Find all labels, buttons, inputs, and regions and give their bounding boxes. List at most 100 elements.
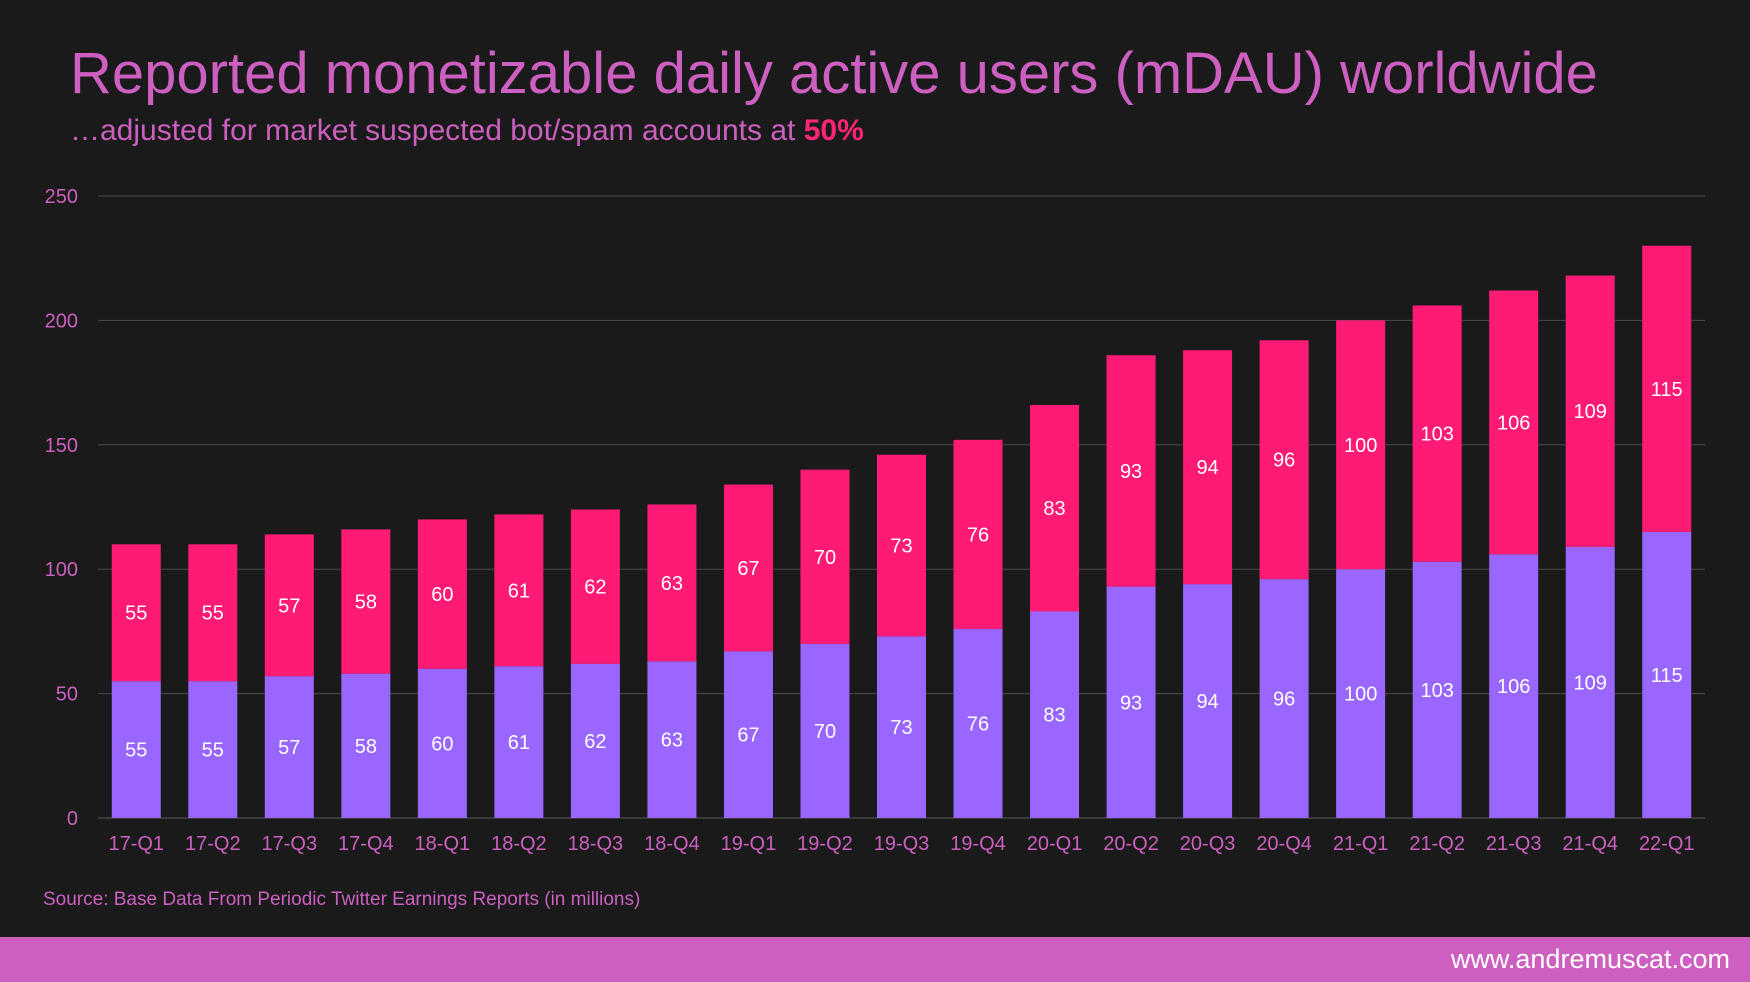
x-tick-label: 19-Q3 [874,833,930,855]
bar-segment-top [1412,305,1462,562]
data-label-top: 58 [355,592,377,614]
data-label-bottom: 70 [814,721,836,743]
x-tick-label: 20-Q3 [1180,833,1236,855]
x-tick-label: 21-Q1 [1333,833,1389,855]
x-tick-label: 21-Q4 [1562,833,1618,855]
x-tick-label: 21-Q2 [1409,833,1465,855]
subtitle-percentage: 50% [803,114,864,147]
x-tick-label: 17-Q1 [108,833,164,855]
data-label-top: 109 [1574,401,1607,423]
data-label-bottom: 62 [584,731,606,753]
data-label-bottom: 76 [967,713,989,735]
data-label-bottom: 94 [1196,691,1218,713]
data-label-top: 94 [1196,457,1218,479]
bar-segment-bottom [1183,584,1233,818]
x-tick-label: 20-Q2 [1103,833,1159,855]
x-tick-label: 21-Q3 [1486,833,1542,855]
data-label-top: 76 [967,524,989,546]
x-tick-label: 19-Q4 [950,833,1006,855]
y-tick-label: 0 [67,808,78,830]
bar-segment-bottom [264,676,314,818]
bar-segment-bottom [111,681,161,818]
x-tick-label: 17-Q2 [185,833,241,855]
data-label-bottom: 103 [1420,680,1453,702]
data-label-top: 83 [1043,498,1065,520]
data-label-top: 96 [1273,450,1295,472]
data-label-bottom: 115 [1651,665,1683,687]
x-tick-label: 18-Q3 [568,833,624,855]
y-tick-label: 200 [45,310,78,332]
data-label-top: 62 [584,577,606,599]
data-label-bottom: 93 [1120,692,1142,714]
bar-segment-bottom [1030,611,1080,818]
y-tick-label: 50 [56,684,78,706]
bar-segment-top [1030,404,1080,612]
data-label-top: 115 [1651,379,1683,401]
bar-segment-bottom [877,636,926,818]
bar-segment-top [1489,290,1539,555]
bar-segment-top [800,469,850,644]
data-label-top: 73 [890,536,912,558]
bar-segment-top [877,454,926,637]
data-label-bottom: 57 [278,737,300,759]
bar-segment-bottom [1259,579,1309,818]
data-label-top: 55 [202,603,224,625]
bar-segment-top [570,509,620,664]
bar-segment-bottom [1642,531,1692,818]
data-label-top: 63 [661,573,683,595]
data-label-top: 57 [278,595,300,617]
bar-segment-bottom [570,663,620,818]
chart-title: Reported monetizable daily active users … [70,41,1598,106]
y-tick-label: 250 [45,186,78,208]
data-label-bottom: 63 [661,730,683,752]
bar-segment-top [1642,245,1692,532]
data-label-top: 60 [431,584,453,606]
bar-segment-top [111,544,161,682]
data-label-top: 100 [1344,435,1377,457]
x-tick-label: 17-Q3 [262,833,318,855]
bar-segment-top [264,534,314,677]
data-label-top: 67 [737,558,759,580]
x-tick-label: 19-Q2 [797,833,853,855]
data-label-top: 61 [508,580,530,602]
source-note: Source: Base Data From Periodic Twitter … [43,889,641,910]
bar-segment-bottom [723,651,773,818]
data-label-bottom: 106 [1497,676,1530,698]
y-tick-label: 150 [45,435,78,457]
data-label-bottom: 73 [890,717,912,739]
bar-segment-top [723,484,773,652]
bar-segment-bottom [647,661,697,818]
data-label-top: 55 [125,603,147,625]
footer-url: www.andremuscat.com [1450,944,1730,974]
chart-subtitle: …adjusted for market suspected bot/spam … [70,114,864,148]
subtitle-text: …adjusted for market suspected bot/spam … [70,114,804,147]
x-tick-label: 22-Q1 [1639,833,1695,855]
footer-bar: www.andremuscat.com [0,937,1750,982]
data-label-bottom: 55 [125,740,147,762]
bar-segment-top [1565,275,1615,547]
data-label-bottom: 109 [1574,672,1607,694]
data-label-bottom: 55 [202,740,224,762]
bar-segment-bottom [800,643,850,818]
x-tick-label: 18-Q1 [415,833,471,855]
y-tick-label: 100 [45,559,78,581]
data-label-bottom: 60 [431,733,453,755]
bar-segment-bottom [1106,586,1156,818]
x-tick-label: 18-Q4 [644,833,700,855]
data-label-top: 70 [814,547,836,569]
data-label-bottom: 83 [1043,705,1065,727]
data-label-top: 103 [1420,424,1453,446]
x-tick-label: 20-Q4 [1256,833,1312,855]
bar-segment-bottom [1412,561,1462,818]
bar-segment-bottom [494,666,544,818]
bar-segment-top [1183,350,1233,585]
bar-segment-top [1336,320,1386,570]
data-label-bottom: 61 [508,732,530,754]
bar-segment-bottom [953,628,1003,818]
bar-segment-top [1259,340,1309,580]
bar-segment-top [188,544,238,682]
data-label-top: 93 [1120,461,1142,483]
bar-segment-top [494,514,544,667]
bar-segment-top [647,504,697,662]
bar-segment-bottom [1489,554,1539,818]
